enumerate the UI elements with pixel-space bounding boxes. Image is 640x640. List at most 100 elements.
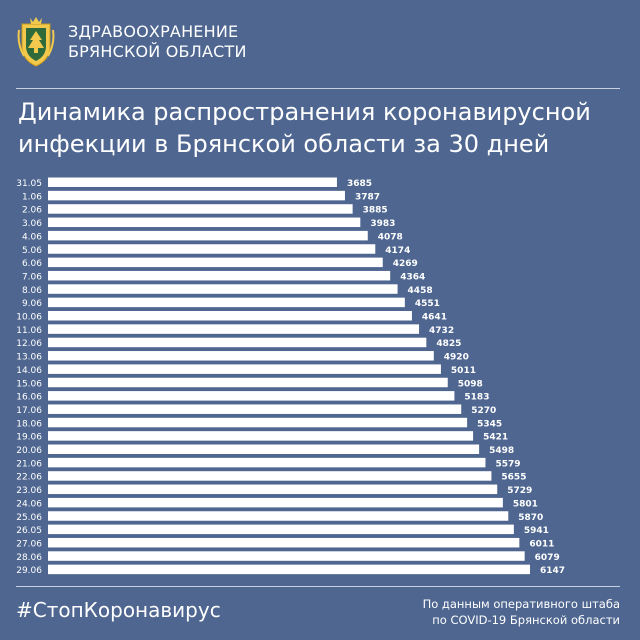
value-label: 5270: [471, 406, 496, 416]
bar: [48, 377, 448, 388]
category-label: 23.06: [16, 486, 42, 496]
coat-of-arms-icon: [17, 17, 55, 67]
category-label: 26.05: [16, 526, 42, 536]
category-label: 20.06: [16, 446, 42, 456]
value-label: 4458: [408, 286, 433, 296]
source-line-2: по COVID-19 Брянской области: [432, 613, 620, 627]
bar: [48, 444, 480, 454]
value-label: 6079: [535, 553, 560, 563]
bar: [48, 311, 412, 321]
value-label: 4174: [385, 246, 410, 256]
category-label: 10.06: [16, 313, 42, 323]
value-label: 5870: [518, 513, 543, 523]
value-label: 5183: [464, 393, 489, 403]
org-line-2: БРЯНСКОЙ ОБЛАСТИ: [68, 42, 247, 61]
category-label: 18.06: [16, 419, 42, 429]
category-label: 11.06: [16, 326, 42, 336]
category-label: 29.06: [16, 566, 42, 576]
bar: [48, 244, 376, 254]
value-label: 5729: [507, 486, 532, 496]
bar: [48, 431, 474, 441]
source-line-1: По данным оперативного штаба: [422, 597, 620, 611]
category-label: 22.06: [16, 473, 42, 483]
bar: [48, 177, 337, 187]
value-label: 4641: [422, 313, 447, 323]
chart-title: Динамика распространения коронавирусной …: [18, 96, 622, 160]
bar: [48, 297, 405, 308]
category-label: 7.06: [22, 272, 42, 282]
category-label: 8.06: [22, 286, 42, 296]
value-label: 5498: [489, 446, 514, 456]
category-label: 31.05: [16, 179, 42, 189]
bar: [48, 484, 498, 495]
category-label: 9.06: [22, 299, 42, 309]
footer-divider: [16, 586, 620, 587]
hashtag: #СтопКоронавирус: [16, 598, 221, 622]
value-label: 5345: [477, 419, 502, 429]
bar: [48, 257, 383, 268]
value-label: 4732: [429, 326, 454, 336]
bar: [48, 284, 398, 294]
bar: [48, 564, 530, 575]
value-label: 4825: [436, 339, 461, 349]
category-label: 27.06: [16, 539, 42, 549]
title-line-2: инфекции в Брянской области за 30 дней: [18, 130, 550, 158]
category-label: 15.06: [16, 379, 42, 389]
value-label: 4920: [444, 353, 469, 363]
bar: [48, 457, 486, 468]
bar: [48, 537, 520, 548]
bar: [48, 270, 391, 281]
category-label: 28.06: [16, 553, 42, 563]
title-line-1: Динамика распространения коронавирусной: [18, 98, 591, 126]
bar: [48, 391, 455, 401]
value-label: 5801: [513, 499, 538, 509]
organization-name: ЗДРАВООХРАНЕНИЕ БРЯНСКОЙ ОБЛАСТИ: [68, 22, 247, 62]
value-label: 3983: [370, 219, 395, 229]
header: ЗДРАВООХРАНЕНИЕ БРЯНСКОЙ ОБЛАСТИ: [16, 16, 247, 68]
category-label: 17.06: [16, 406, 42, 416]
category-label: 1.06: [22, 192, 42, 202]
bar: [48, 551, 525, 561]
value-label: 5655: [501, 473, 526, 483]
bar: [48, 324, 420, 334]
header-divider: [16, 88, 620, 89]
value-label: 6147: [540, 566, 565, 576]
value-label: 6011: [529, 539, 554, 549]
value-label: 4551: [415, 299, 440, 309]
category-label: 4.06: [22, 232, 42, 242]
bar: [48, 204, 353, 214]
bar: [48, 364, 441, 374]
bar: [48, 524, 514, 535]
bar: [48, 217, 361, 228]
category-label: 13.06: [16, 353, 42, 363]
category-label: 2.06: [22, 206, 42, 216]
value-label: 5098: [458, 379, 483, 389]
bar: [48, 471, 492, 481]
value-label: 3685: [347, 179, 372, 189]
source-note: По данным оперативного штаба по COVID-19…: [423, 596, 620, 628]
category-label: 5.06: [22, 246, 42, 256]
category-label: 24.06: [16, 499, 42, 509]
value-label: 5011: [451, 366, 476, 376]
value-label: 5941: [524, 526, 549, 536]
value-label: 3885: [363, 206, 388, 216]
bar: [48, 230, 368, 241]
org-line-1: ЗДРАВООХРАНЕНИЕ: [68, 22, 239, 41]
category-label: 16.06: [16, 393, 42, 403]
category-label: 19.06: [16, 433, 42, 443]
category-label: 6.06: [22, 259, 42, 269]
category-label: 21.06: [16, 459, 42, 469]
value-label: 4364: [400, 272, 425, 282]
value-label: 5579: [495, 459, 520, 469]
bar: [48, 351, 434, 361]
value-label: 3787: [355, 192, 380, 202]
bar: [48, 511, 509, 521]
bar: [48, 190, 345, 201]
bar: [48, 404, 462, 414]
category-label: 14.06: [16, 366, 42, 376]
bar: [48, 497, 503, 508]
category-label: 3.06: [22, 219, 42, 229]
value-label: 4269: [393, 259, 418, 269]
